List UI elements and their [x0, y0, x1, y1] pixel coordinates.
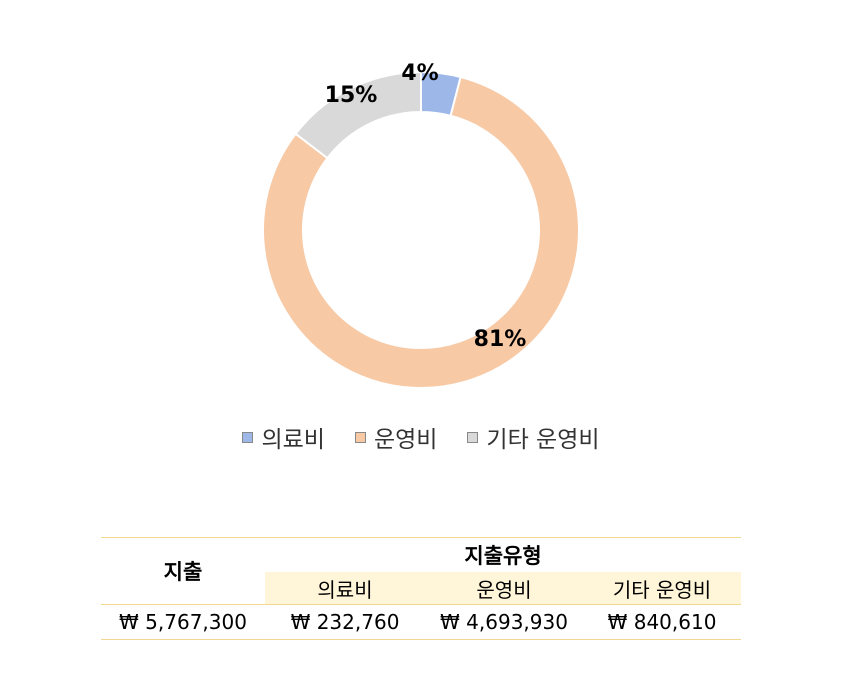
data-label-medical: 4%: [401, 61, 438, 86]
expense-table: 지출 지출유형 의료비 운영비 기타 운영비 ₩ 5,767,300 ₩ 232…: [101, 537, 742, 640]
data-label-operating: 81%: [474, 327, 527, 352]
table-row: ₩ 5,767,300 ₩ 232,760 ₩ 4,693,930 ₩ 840,…: [101, 604, 742, 640]
legend-label-operating: 운영비: [373, 427, 438, 453]
legend-label-other-operating: 기타 운영비: [486, 427, 600, 453]
slice-other-operating: [294, 70, 422, 160]
medical-value: ₩ 232,760: [265, 604, 425, 640]
spend-type-header: 지출유형: [265, 537, 742, 572]
table-header-row: 지출 지출유형: [101, 537, 742, 605]
legend-item-operating: 운영비: [354, 420, 438, 454]
chart-legend: 의료비 운영비 기타 운영비: [0, 420, 842, 454]
donut-data-labels: 4% 81% 15%: [325, 61, 527, 352]
slice-operating: [262, 75, 580, 389]
subheader-medical: 의료비: [265, 572, 425, 605]
legend-swatch-other-operating-icon: [467, 431, 479, 443]
legend-swatch-medical-icon: [242, 431, 254, 443]
donut-chart: 4% 81% 15%: [262, 61, 580, 389]
operating-value: ₩ 4,693,930: [425, 604, 583, 640]
legend-item-other-operating: 기타 운영비: [467, 420, 600, 454]
table-subheader-row: 의료비 운영비 기타 운영비: [101, 572, 742, 605]
subheader-operating: 운영비: [425, 572, 583, 605]
subheader-other-operating: 기타 운영비: [583, 572, 742, 605]
legend-label-medical: 의료비: [261, 427, 325, 453]
donut-slices: [262, 70, 580, 389]
legend-swatch-operating-icon: [354, 431, 366, 443]
total-spend-value: ₩ 5,767,300: [101, 604, 265, 640]
data-label-other-operating: 15%: [325, 83, 378, 108]
legend-item-medical: 의료비: [242, 420, 325, 454]
other-operating-value: ₩ 840,610: [583, 604, 742, 640]
spend-header: 지출: [101, 537, 265, 605]
